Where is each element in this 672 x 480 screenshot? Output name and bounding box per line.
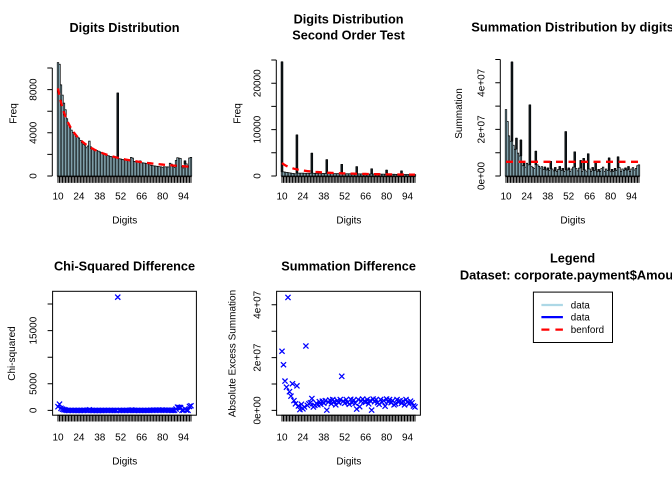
svg-text:80: 80 bbox=[157, 433, 169, 444]
svg-text:Freq: Freq bbox=[233, 103, 244, 124]
svg-text:4e+07: 4e+07 bbox=[477, 68, 488, 97]
svg-text:8000: 8000 bbox=[29, 78, 40, 101]
svg-text:2e+07: 2e+07 bbox=[477, 115, 488, 144]
svg-text:Chi-squared: Chi-squared bbox=[7, 326, 18, 380]
svg-text:2e+07: 2e+07 bbox=[253, 343, 264, 372]
svg-text:52: 52 bbox=[339, 192, 351, 203]
svg-text:Absolute Excess Summation: Absolute Excess Summation bbox=[228, 290, 239, 417]
svg-text:94: 94 bbox=[402, 433, 414, 444]
svg-text:38: 38 bbox=[94, 192, 106, 203]
svg-text:10: 10 bbox=[276, 192, 288, 203]
svg-text:Summation Difference: Summation Difference bbox=[281, 259, 416, 273]
svg-text:20000: 20000 bbox=[253, 69, 264, 97]
svg-text:80: 80 bbox=[605, 192, 617, 203]
svg-text:80: 80 bbox=[381, 433, 393, 444]
svg-text:10: 10 bbox=[52, 192, 64, 203]
svg-text:80: 80 bbox=[381, 192, 393, 203]
svg-text:Digits: Digits bbox=[112, 216, 137, 227]
svg-text:5000: 5000 bbox=[29, 372, 40, 395]
svg-text:80: 80 bbox=[157, 192, 169, 203]
svg-text:Digits: Digits bbox=[336, 456, 361, 467]
svg-text:Dataset: corporate.payment$Amo: Dataset: corporate.payment$Amount bbox=[460, 267, 672, 282]
svg-text:10: 10 bbox=[500, 192, 512, 203]
svg-text:0e+00: 0e+00 bbox=[477, 162, 488, 191]
svg-text:0: 0 bbox=[29, 407, 40, 413]
svg-text:38: 38 bbox=[94, 433, 106, 444]
svg-text:Digits Distribution: Digits Distribution bbox=[294, 13, 404, 27]
svg-text:24: 24 bbox=[73, 433, 85, 444]
svg-text:data: data bbox=[571, 301, 591, 312]
svg-text:Summation: Summation bbox=[454, 88, 465, 139]
svg-text:52: 52 bbox=[339, 433, 351, 444]
svg-text:15000: 15000 bbox=[29, 316, 40, 344]
svg-text:66: 66 bbox=[360, 192, 372, 203]
svg-text:Chi-Squared Difference: Chi-Squared Difference bbox=[54, 259, 195, 273]
svg-text:10: 10 bbox=[52, 433, 64, 444]
svg-text:Second Order Test: Second Order Test bbox=[292, 28, 405, 42]
svg-text:66: 66 bbox=[136, 192, 148, 203]
svg-text:38: 38 bbox=[542, 192, 554, 203]
svg-text:24: 24 bbox=[297, 433, 309, 444]
svg-text:52: 52 bbox=[563, 192, 575, 203]
svg-text:Digits: Digits bbox=[112, 456, 137, 467]
svg-text:Digits Distribution: Digits Distribution bbox=[70, 21, 180, 35]
svg-text:24: 24 bbox=[73, 192, 85, 203]
svg-text:10: 10 bbox=[276, 433, 288, 444]
svg-text:52: 52 bbox=[115, 192, 127, 203]
svg-text:data: data bbox=[571, 313, 591, 324]
svg-text:Digits: Digits bbox=[336, 216, 361, 227]
svg-text:0: 0 bbox=[253, 173, 264, 179]
svg-text:52: 52 bbox=[115, 433, 127, 444]
svg-text:Summation Distribution by digi: Summation Distribution by digits bbox=[471, 20, 672, 35]
svg-text:38: 38 bbox=[318, 192, 330, 203]
svg-text:Digits: Digits bbox=[560, 216, 585, 227]
svg-text:66: 66 bbox=[584, 192, 596, 203]
svg-text:Freq: Freq bbox=[9, 103, 20, 124]
svg-text:4e+07: 4e+07 bbox=[253, 290, 264, 319]
svg-text:66: 66 bbox=[136, 433, 148, 444]
svg-text:4000: 4000 bbox=[29, 121, 40, 144]
svg-text:38: 38 bbox=[318, 433, 330, 444]
svg-text:0: 0 bbox=[29, 173, 40, 179]
svg-text:10000: 10000 bbox=[253, 115, 264, 143]
svg-text:0e+00: 0e+00 bbox=[253, 396, 264, 425]
svg-text:94: 94 bbox=[178, 192, 190, 203]
svg-text:94: 94 bbox=[626, 192, 638, 203]
svg-text:66: 66 bbox=[360, 433, 372, 444]
svg-text:Legend: Legend bbox=[550, 252, 595, 266]
svg-text:94: 94 bbox=[402, 192, 414, 203]
svg-text:94: 94 bbox=[178, 433, 190, 444]
svg-text:24: 24 bbox=[521, 192, 533, 203]
svg-text:24: 24 bbox=[297, 192, 309, 203]
svg-text:benford: benford bbox=[571, 325, 604, 336]
